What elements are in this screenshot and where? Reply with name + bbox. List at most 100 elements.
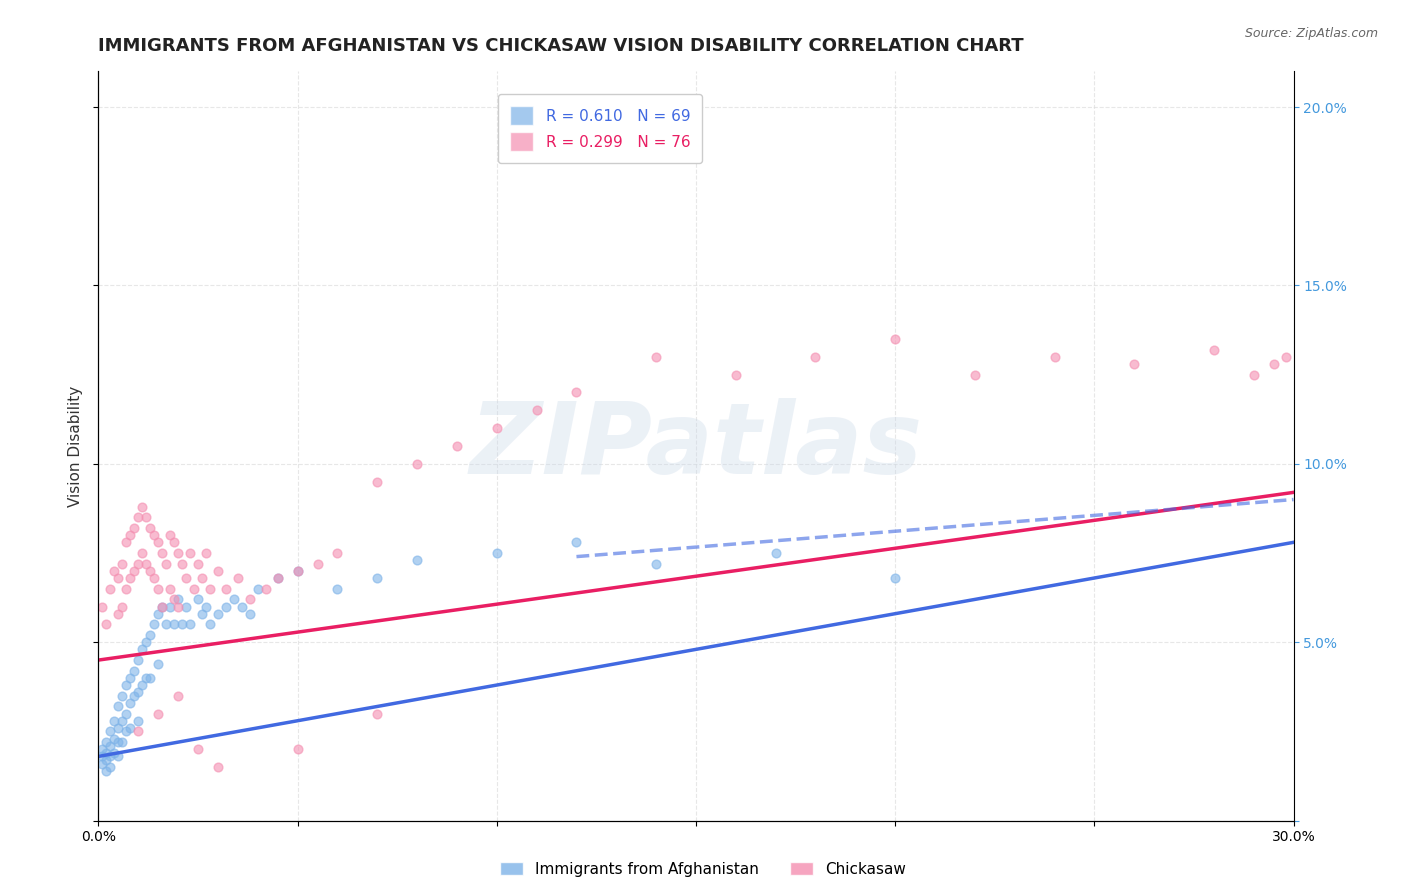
Point [765,546,787,560]
Point [103,731,125,746]
Point [167,599,190,614]
Point [191,607,214,621]
Point [111,735,134,749]
Point [526,403,548,417]
Point [107,607,129,621]
Point [183,582,205,596]
Point [565,385,588,400]
Point [163,535,186,549]
Point [115,535,138,549]
Point [91,749,114,764]
Point [155,617,177,632]
Point [143,571,166,585]
Point [127,685,149,699]
Legend: Immigrants from Afghanistan, Chickasaw: Immigrants from Afghanistan, Chickasaw [492,854,914,884]
Point [172,557,194,571]
Point [239,592,262,607]
Point [124,664,146,678]
Point [187,742,209,756]
Point [1263,357,1285,371]
Point [135,557,157,571]
Point [120,671,142,685]
Point [96,764,118,778]
Point [326,582,349,596]
Point [645,350,668,364]
Point [139,564,162,578]
Point [167,689,190,703]
Point [226,571,249,585]
Point [172,617,194,632]
Point [179,546,201,560]
Point [98,582,122,596]
Point [1274,350,1296,364]
Point [124,689,146,703]
Point [724,368,747,382]
Point [645,557,668,571]
Point [148,607,170,621]
Point [107,721,129,735]
Point [215,599,238,614]
Point [207,760,229,774]
Point [159,599,181,614]
Point [287,564,309,578]
Text: ZIPatlas: ZIPatlas [470,398,922,494]
Point [195,546,218,560]
Point [107,749,129,764]
Point [179,617,201,632]
Point [198,582,221,596]
Point [139,671,162,685]
Point [167,592,190,607]
Point [107,571,129,585]
Point [159,528,181,542]
Point [163,617,186,632]
Point [195,599,218,614]
Point [215,582,238,596]
Point [143,528,166,542]
Point [207,564,229,578]
Point [120,528,142,542]
Point [150,599,173,614]
Point [287,742,309,756]
Y-axis label: Vision Disability: Vision Disability [67,385,83,507]
Point [120,696,142,710]
Point [187,592,209,607]
Point [254,582,277,596]
Point [1043,350,1066,364]
Point [231,599,253,614]
Point [366,571,388,585]
Point [96,617,118,632]
Point [326,546,349,560]
Point [131,500,153,514]
Point [246,582,269,596]
Point [1243,368,1265,382]
Point [96,746,118,760]
Point [307,557,329,571]
Point [120,721,142,735]
Point [155,557,177,571]
Point [884,571,907,585]
Point [485,421,508,435]
Point [163,592,186,607]
Point [267,571,290,585]
Point [287,564,309,578]
Point [150,599,173,614]
Point [143,617,166,632]
Point [127,724,149,739]
Point [446,439,468,453]
Point [103,564,125,578]
Point [804,350,827,364]
Text: IMMIGRANTS FROM AFGHANISTAN VS CHICKASAW VISION DISABILITY CORRELATION CHART: IMMIGRANTS FROM AFGHANISTAN VS CHICKASAW… [98,37,1024,54]
Point [135,510,157,524]
Point [131,642,153,657]
Point [198,617,221,632]
Point [135,635,157,649]
Point [485,546,508,560]
Point [406,553,429,567]
Point [111,689,134,703]
Point [115,724,138,739]
Point [127,714,149,728]
Point [139,628,162,642]
Point [167,546,190,560]
Point [239,607,262,621]
Point [127,557,149,571]
